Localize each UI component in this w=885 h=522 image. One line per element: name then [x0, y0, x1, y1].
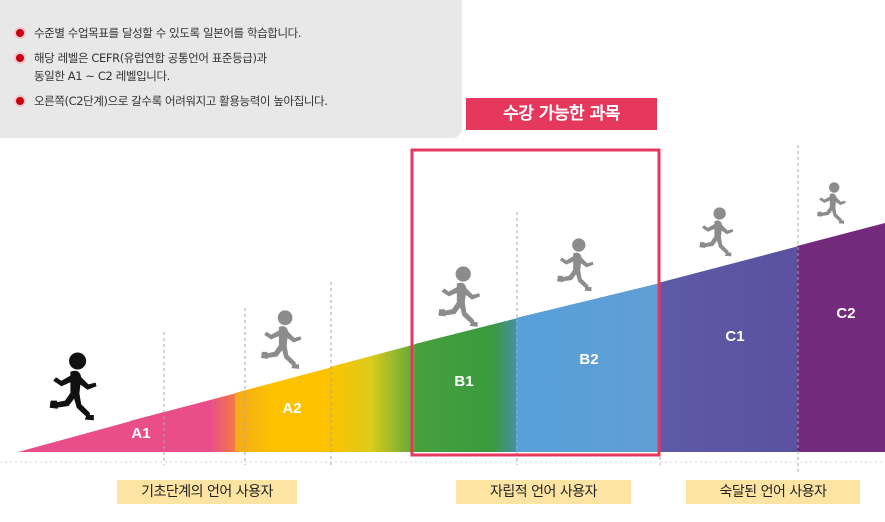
level-label-b2: B2 — [579, 351, 598, 368]
info-list: 수준별 수업목표를 달성할 수 있도록 일본어를 학습합니다. 해당 레벨은 C… — [16, 24, 328, 117]
available-course-frame — [410, 148, 661, 457]
info-text: 오른쪽(C2단계)으로 갈수록 어려워지고 활용능력이 높아집니다. — [34, 94, 328, 108]
band-a2 — [235, 365, 340, 452]
bullet-icon — [16, 29, 24, 37]
runner-icon — [817, 182, 846, 224]
level-label-c1: C1 — [725, 328, 744, 345]
info-box: 수준별 수업목표를 달성할 수 있도록 일본어를 학습합니다. 해당 레벨은 C… — [0, 0, 462, 138]
category-independent-user: 자립적 언어 사용자 — [456, 480, 631, 504]
category-proficient-user: 숙달된 언어 사용자 — [686, 480, 860, 504]
level-label-a1: A1 — [131, 425, 150, 442]
bullet-icon — [16, 97, 24, 105]
runner-icon — [49, 352, 97, 421]
band-a1-transition — [130, 390, 248, 452]
info-item: 해당 레벨은 CEFR(유럽연합 공통언어 표준등급)과 동일한 A1 ~ C2… — [16, 49, 328, 85]
runner-icon — [557, 238, 594, 292]
level-label-b1: B1 — [454, 373, 473, 390]
available-course-badge: 수강 가능한 과목 — [466, 98, 657, 130]
runner-icon — [438, 266, 480, 327]
band-a2-b1-transition — [330, 343, 420, 452]
level-label-c2: C2 — [836, 305, 855, 322]
stair-bands — [18, 223, 885, 452]
band-c2 — [797, 223, 885, 452]
band-a1 — [18, 412, 164, 452]
band-b1 — [415, 318, 518, 452]
info-text: 해당 레벨은 CEFR(유럽연합 공통언어 표준등급)과 동일한 A1 ~ C2… — [34, 51, 267, 83]
category-basic-user: 기초단계의 언어 사용자 — [117, 480, 297, 504]
info-text: 수준별 수업목표를 달성할 수 있도록 일본어를 학습합니다. — [34, 26, 302, 40]
runner-icon — [261, 310, 302, 369]
band-b2 — [516, 283, 660, 452]
level-label-a2: A2 — [282, 400, 301, 417]
info-item: 수준별 수업목표를 달성할 수 있도록 일본어를 학습합니다. — [16, 24, 328, 42]
runner-icon — [699, 207, 734, 257]
info-item: 오른쪽(C2단계)으로 갈수록 어려워지고 활용능력이 높아집니다. — [16, 92, 328, 110]
band-c1 — [658, 246, 799, 452]
bullet-icon — [16, 54, 24, 62]
